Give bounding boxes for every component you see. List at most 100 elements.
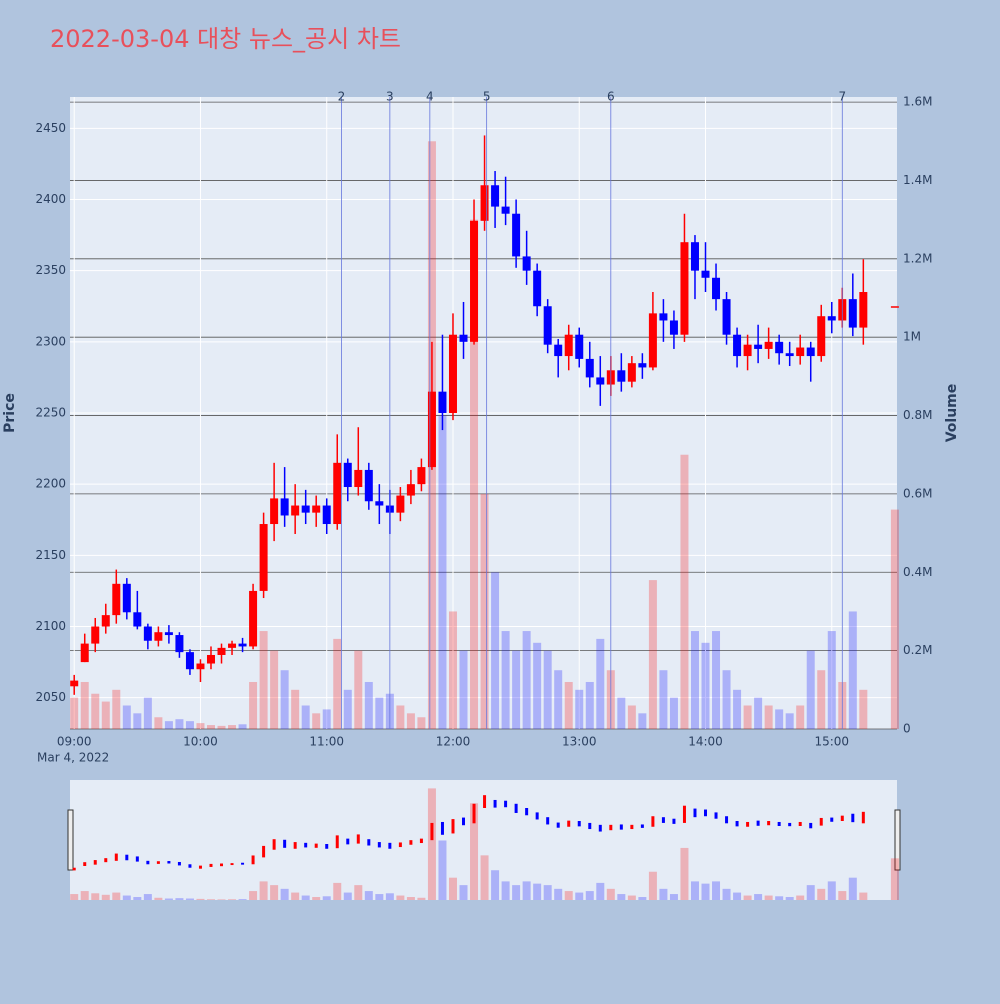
candle-body [196, 663, 205, 670]
x-sub-label: Mar 4, 2022 [37, 751, 109, 765]
slider-volume-bar [112, 892, 121, 900]
slider-volume-bar [838, 891, 847, 900]
candle-body [480, 185, 489, 221]
y2-tick-label: 0 [903, 722, 911, 736]
slider-handle[interactable] [894, 809, 901, 871]
candle-body [669, 320, 678, 335]
volume-bar [806, 650, 815, 729]
volume-bar [743, 705, 752, 729]
volume-bar [501, 631, 510, 729]
candle-body [122, 583, 131, 613]
candle-body [406, 484, 415, 496]
volume-bar [364, 681, 373, 729]
candle-body [470, 220, 479, 342]
candle-body [522, 256, 531, 271]
slider-volume-bar [217, 899, 226, 900]
volume-bar [312, 713, 321, 729]
volume-bar [491, 572, 500, 729]
volume-bar [417, 717, 426, 729]
slider-volume-bar [470, 803, 479, 900]
volume-bar [459, 650, 468, 729]
slider-volume-bar [291, 892, 300, 900]
y-tick-label: 2200 [35, 477, 66, 491]
candle-body [733, 334, 742, 357]
candle-body [280, 498, 289, 516]
volume-bar [154, 717, 163, 729]
candle-body [301, 505, 310, 513]
candle-body [722, 299, 731, 335]
slider-volume-bar [543, 885, 552, 900]
slider-volume-bar [512, 885, 521, 900]
slider-volume-bar [743, 895, 752, 900]
candle-body [333, 462, 342, 525]
y-tick-label: 2450 [35, 121, 66, 135]
slider-volume-bar [270, 885, 279, 900]
volume-bar [238, 724, 247, 729]
slider-volume-bar [827, 881, 836, 900]
slider-volume-bar [648, 871, 657, 900]
volume-bar [533, 642, 542, 729]
y-tick-label: 2350 [35, 263, 66, 277]
volume-bar [522, 631, 531, 729]
y-tick-label: 2050 [35, 690, 66, 704]
candle-body [417, 467, 426, 485]
candle-body [775, 341, 784, 354]
candle-body [859, 292, 868, 328]
slider-volume-bar [480, 855, 489, 900]
candle-body [101, 615, 110, 627]
candle-body [427, 391, 436, 468]
candle-body [154, 632, 163, 641]
volume-bar [228, 725, 237, 729]
slider-volume-bar [848, 877, 857, 900]
slider-volume-bar [627, 895, 636, 900]
candle-body [890, 306, 899, 308]
candle-body [185, 652, 194, 670]
slider-volume-bar [890, 858, 899, 900]
volume-bar [638, 713, 647, 729]
volume-bar [438, 415, 447, 729]
y2-axis-title: Volume [944, 384, 960, 443]
candle-body [827, 316, 836, 321]
y2-tick-label: 0.6M [903, 486, 932, 500]
candle-body [701, 270, 710, 278]
slider-volume-bar [385, 893, 394, 900]
y-tick-label: 2400 [35, 192, 66, 206]
slider-volume-bar [143, 894, 152, 900]
candle-body [533, 270, 542, 307]
slider-volume-bar [575, 892, 584, 900]
volume-bar [669, 697, 678, 729]
news-label: 3 [386, 90, 394, 104]
volume-bar [354, 650, 363, 729]
volume-bar [512, 650, 521, 729]
candle-body [343, 462, 352, 488]
candle-body [70, 680, 79, 687]
y-axis-title: Price [2, 393, 18, 433]
volume-bar [817, 670, 826, 729]
slider-volume-bar [806, 885, 815, 900]
volume-bar [101, 701, 110, 729]
slider-volume-bar [122, 895, 131, 900]
volume-bar [680, 454, 689, 729]
volume-bar [133, 713, 142, 729]
candle-body [375, 501, 384, 506]
candle-body [585, 358, 594, 378]
volume-bar [848, 611, 857, 729]
slider-volume-bar [701, 883, 710, 900]
x-tick-label: 13:00 [562, 735, 597, 749]
volume-bar [554, 670, 563, 729]
candle-body [501, 206, 510, 214]
y2-tick-label: 1.4M [903, 173, 932, 187]
candle-body [175, 635, 184, 653]
candle-body [754, 344, 763, 349]
candle-body [575, 334, 584, 359]
volume-bar [890, 509, 899, 729]
volume-bar [448, 611, 457, 729]
x-tick-label: 15:00 [814, 735, 849, 749]
slider-volume-bar [785, 897, 794, 900]
volume-bar [112, 689, 121, 729]
candle-body [312, 505, 321, 513]
news-label: 6 [607, 90, 615, 104]
slider-volume-bar [564, 891, 573, 900]
volume-bar [859, 689, 868, 729]
slider-handle[interactable] [67, 809, 74, 871]
